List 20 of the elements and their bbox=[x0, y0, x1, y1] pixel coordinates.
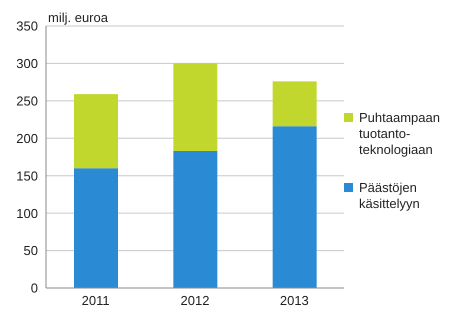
y-tick-label: 50 bbox=[24, 243, 38, 258]
legend-label: Puhtaampaan tuotanto-teknologiaan bbox=[359, 110, 441, 158]
bar bbox=[74, 94, 118, 168]
y-tick-label: 350 bbox=[16, 18, 38, 34]
x-tick-label: 2011 bbox=[82, 293, 110, 308]
bar bbox=[173, 151, 218, 288]
y-tick-label: 300 bbox=[16, 56, 38, 72]
y-tick-label: 150 bbox=[16, 168, 38, 184]
y-tick-label: 100 bbox=[16, 206, 38, 221]
y-tick-label: 200 bbox=[16, 130, 38, 146]
bar bbox=[272, 81, 317, 126]
y-tick-label: 0 bbox=[30, 280, 38, 296]
x-tick-label: 2013 bbox=[280, 293, 309, 308]
bar bbox=[272, 126, 317, 288]
y-tick-label: 250 bbox=[16, 93, 38, 108]
bar bbox=[173, 63, 218, 152]
legend-label: Päästöjen käsittelyyn bbox=[359, 180, 421, 212]
x-tick-label: 2012 bbox=[180, 293, 210, 308]
y-axis-title: milj. euroa bbox=[48, 10, 108, 25]
bar bbox=[74, 168, 118, 288]
